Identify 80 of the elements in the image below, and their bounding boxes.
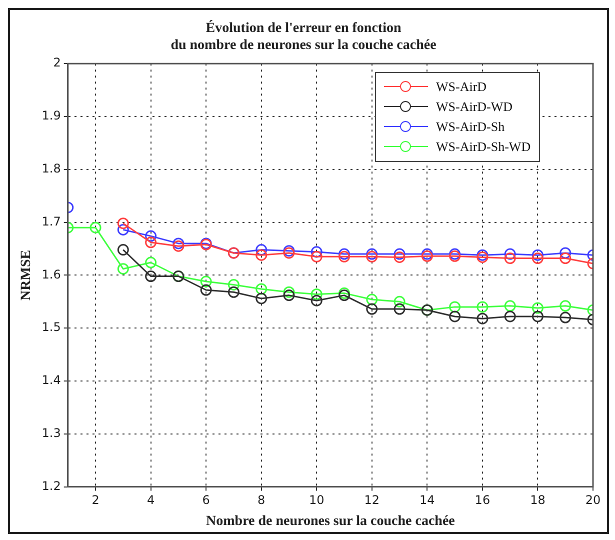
point — [310, 246, 322, 258]
point — [117, 244, 129, 256]
x-tick-label: 20 — [585, 493, 601, 508]
point — [366, 294, 378, 306]
point — [338, 250, 350, 262]
x-tick-label: 2 — [92, 493, 100, 508]
point — [366, 250, 378, 262]
point — [145, 270, 157, 282]
y-tick-label: 1.9 — [42, 108, 61, 123]
point — [394, 303, 406, 315]
point — [117, 224, 129, 236]
x-tick-label: 10 — [308, 493, 324, 508]
point — [504, 310, 516, 322]
y-tick-label: 1.6 — [42, 267, 61, 282]
point — [228, 286, 240, 298]
point — [117, 263, 129, 275]
point — [476, 301, 488, 313]
point — [338, 290, 350, 302]
point — [145, 230, 157, 242]
x-tick-label: 12 — [364, 493, 380, 508]
y-tick-label: 2 — [53, 56, 61, 70]
text: du nombre de neurones sur la couche cachée — [170, 38, 436, 53]
point — [476, 312, 488, 324]
point — [504, 248, 516, 260]
point — [532, 249, 544, 261]
point — [310, 294, 322, 306]
point — [256, 292, 268, 304]
text: Évolution de l'erreur en fonction — [206, 21, 402, 36]
legend-label: WS-AirD-Sh-WD — [436, 138, 531, 155]
x-tick-label: 4 — [146, 493, 155, 508]
point — [200, 284, 212, 296]
legend-label: WS-AirD — [436, 78, 487, 95]
point — [394, 296, 406, 308]
point — [310, 250, 322, 262]
point — [90, 222, 102, 234]
point — [338, 248, 350, 260]
x-tick-label: 8 — [258, 493, 266, 508]
point — [145, 236, 157, 248]
point — [200, 276, 212, 288]
y-tick-label: 1.8 — [42, 162, 61, 176]
point — [338, 287, 350, 299]
x-axis-title: Nombre de neurones sur la couche cachée — [206, 514, 455, 530]
point — [504, 300, 516, 312]
y-tick-label: 1.7 — [42, 214, 61, 228]
point — [366, 248, 378, 260]
point — [283, 286, 295, 298]
point — [532, 302, 544, 314]
point — [256, 249, 268, 261]
point — [256, 244, 268, 256]
x-tick-label: 6 — [202, 493, 210, 508]
point — [172, 238, 184, 250]
point — [366, 303, 378, 315]
y-tick-label: 1.2 — [42, 478, 61, 493]
point — [394, 248, 406, 260]
point — [560, 312, 572, 324]
point — [560, 300, 572, 312]
point — [283, 290, 295, 302]
point — [560, 247, 572, 259]
point — [532, 310, 544, 322]
y-axis-title: NRMSE — [19, 250, 34, 300]
point — [145, 256, 157, 268]
y-tick-label: 1.3 — [42, 426, 61, 440]
point — [228, 278, 240, 290]
legend-label: WS-AirD-WD — [436, 98, 513, 115]
y-tick-label: 1.4 — [42, 373, 61, 388]
point — [256, 283, 268, 295]
point — [117, 218, 129, 230]
point — [310, 288, 322, 300]
y-tick-label: 1.5 — [42, 320, 61, 334]
x-tick-label: 16 — [474, 493, 490, 508]
point — [449, 310, 461, 322]
x-tick-label: 14 — [420, 493, 435, 508]
point — [394, 251, 406, 263]
point — [449, 301, 461, 313]
point — [560, 252, 572, 264]
x-tick-label: 18 — [530, 493, 546, 508]
point — [172, 240, 184, 252]
point — [504, 252, 516, 264]
point — [532, 252, 544, 264]
legend-label: WS-AirD-Sh — [436, 118, 505, 135]
